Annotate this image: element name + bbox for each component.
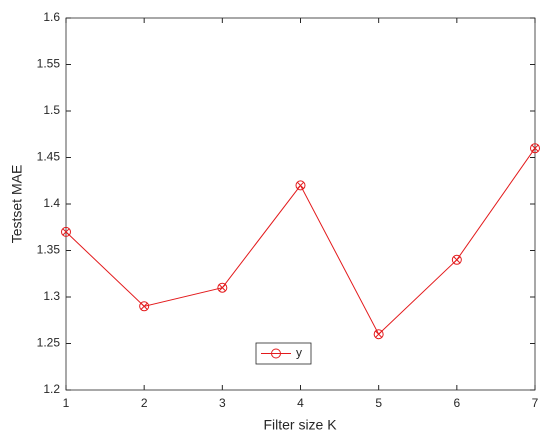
x-axis-label: Filter size K <box>263 417 337 433</box>
marker-cross <box>375 330 383 338</box>
marker-circle <box>373 329 384 340</box>
point <box>295 180 306 191</box>
y-tick-label: 1.25 <box>37 336 61 350</box>
marker-circle <box>530 143 540 154</box>
legend-label: y <box>296 346 302 360</box>
y-tick-label: 1.55 <box>37 57 61 71</box>
point <box>451 254 462 265</box>
marker-circle <box>451 254 462 265</box>
y-tick-label: 1.5 <box>43 103 60 117</box>
x-tick-label: 1 <box>63 396 70 410</box>
y-axis-label: Testset MAE <box>9 165 25 244</box>
marker-cross <box>453 256 461 264</box>
marker-circle <box>295 180 306 191</box>
marker-cross <box>62 228 70 236</box>
marker-cross <box>218 284 226 292</box>
y-tick-label: 1.2 <box>43 382 60 396</box>
y-tick-label: 1.4 <box>43 196 60 210</box>
point <box>139 301 150 312</box>
marker-circle <box>271 348 281 359</box>
x-tick-label: 4 <box>297 396 304 410</box>
point <box>217 282 228 293</box>
y-tick-label: 1.45 <box>37 150 61 164</box>
marker-cross <box>140 302 148 310</box>
marker-circle <box>61 226 71 237</box>
legend-key <box>261 348 291 359</box>
marker-circle <box>139 301 150 312</box>
x-tick-label: 7 <box>532 396 539 410</box>
marker-cross <box>531 144 539 152</box>
point <box>530 143 540 154</box>
y-tick-label: 1.35 <box>37 243 61 257</box>
point <box>61 226 71 237</box>
x-tick-label: 6 <box>453 396 460 410</box>
marker-cross <box>296 181 305 189</box>
y-tick-label: 1.3 <box>43 289 60 303</box>
x-tick-label: 5 <box>375 396 382 410</box>
x-tick-label: 2 <box>141 396 148 410</box>
x-tick-label: 3 <box>219 396 226 410</box>
marker-circle <box>217 282 228 293</box>
point <box>373 329 384 340</box>
y-tick-label: 1.6 <box>43 10 60 24</box>
